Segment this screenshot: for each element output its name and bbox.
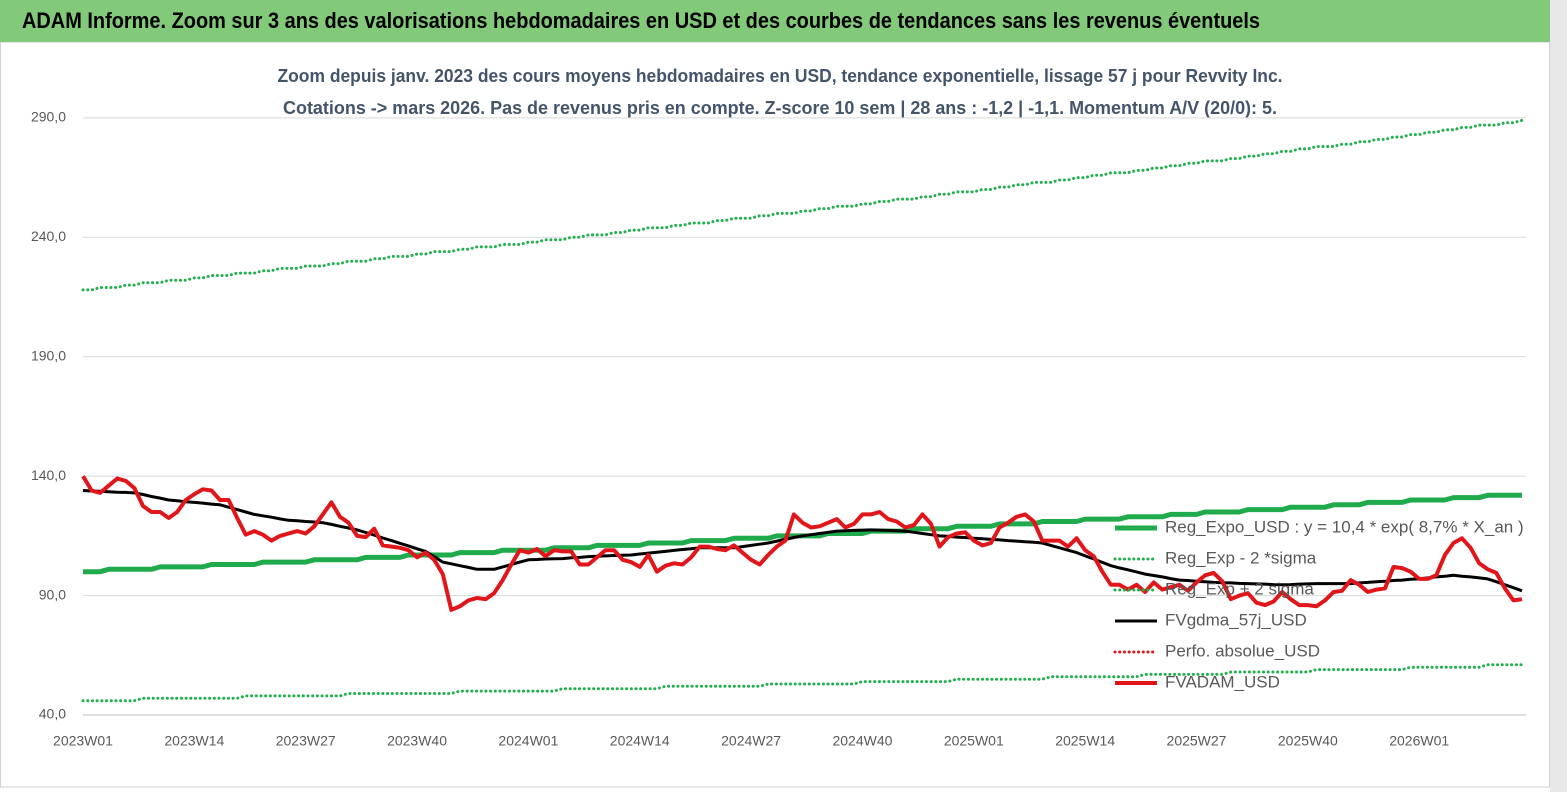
legend-label: Perfo. absolue_USD (1165, 641, 1320, 660)
plot-lines (81, 118, 1524, 703)
legend-label: Reg_Exp - 2 *sigma (1165, 548, 1317, 567)
x-tick-label: 2024W01 (498, 733, 558, 749)
chart-title: ADAM Informe. Zoom sur 3 ans des valoris… (22, 8, 1260, 33)
series-line (81, 663, 1524, 703)
x-tick-label: 2026W01 (1389, 733, 1449, 749)
x-tick-label: 2023W40 (387, 733, 447, 749)
legend-label: Reg_Exp + 2 sigma (1165, 579, 1314, 598)
x-tick-label: 2024W14 (610, 733, 670, 749)
series-line (81, 475, 1523, 612)
y-tick-label: 190,0 (31, 347, 66, 363)
side-strip (1550, 0, 1567, 792)
subtitle: Zoom depuis janv. 2023 des cours moyens … (278, 66, 1283, 86)
legend-label: FVgdma_57j_USD (1165, 610, 1307, 629)
series-line (81, 118, 1524, 292)
y-tick-label: 140,0 (31, 467, 66, 483)
chart-frame (0, 41, 1550, 788)
y-tick-label: 90,0 (39, 586, 66, 602)
x-tick-label: 2025W40 (1278, 733, 1338, 749)
legend: Reg_Expo_USD : y = 10,4 * exp( 8,7% * X_… (1113, 517, 1524, 691)
legend-label: Reg_Expo_USD : y = 10,4 * exp( 8,7% * X_… (1165, 517, 1524, 536)
y-tick-label: 240,0 (31, 228, 66, 244)
title-bar (0, 0, 1550, 42)
x-tick-label: 2025W01 (944, 733, 1004, 749)
subtitle: Cotations -> mars 2026. Pas de revenus p… (283, 98, 1277, 118)
x-tick-label: 2024W27 (721, 733, 781, 749)
x-tick-label: 2023W27 (276, 733, 336, 749)
series-line (82, 489, 1523, 593)
x-tick-label: 2023W01 (53, 733, 113, 749)
y-tick-label: 40,0 (39, 706, 66, 722)
x-tick-label: 2023W14 (164, 733, 224, 749)
x-tick-label: 2025W14 (1055, 733, 1115, 749)
y-tick-label: 290,0 (31, 109, 66, 125)
grid: 40,0 90,0 140,0 190,0 240,0 290,0 2023W01 2023W… (31, 109, 1526, 749)
x-tick-label: 2024W40 (832, 733, 892, 749)
legend-label: FVADAM_USD (1165, 672, 1280, 691)
x-tick-label: 2025W27 (1167, 733, 1227, 749)
